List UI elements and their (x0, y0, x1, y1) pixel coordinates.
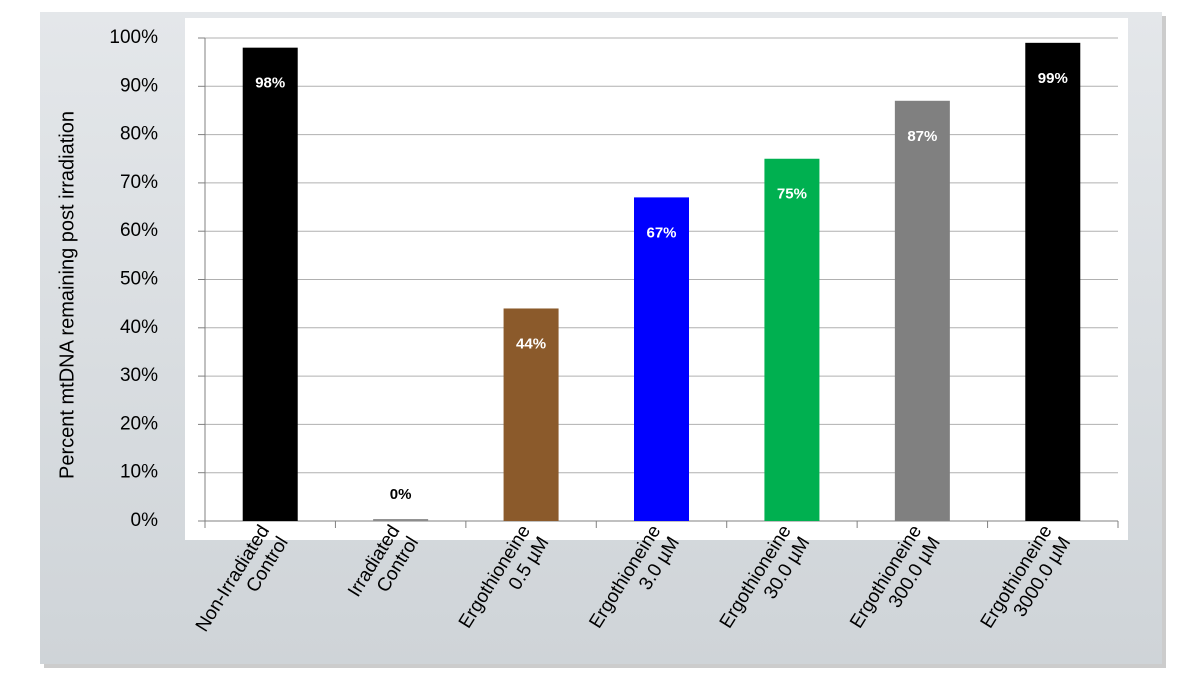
y-tick-label: 10% (120, 462, 158, 483)
value-label: 98% (255, 75, 285, 92)
y-axis-label: Percent mtDNA remaining post irradiation (56, 111, 78, 479)
y-tick-label: 20% (120, 413, 158, 434)
y-tick-label: 90% (120, 75, 158, 96)
bar (894, 100, 950, 521)
bar (242, 47, 298, 521)
y-tick-label: 30% (120, 365, 158, 386)
bar (764, 158, 820, 521)
value-label: 75% (777, 186, 807, 203)
y-tick-label: 0% (131, 510, 159, 531)
value-label: 87% (907, 128, 937, 145)
bar (503, 308, 559, 521)
y-tick-label: 60% (120, 220, 158, 241)
bar (1025, 42, 1081, 522)
value-label: 67% (646, 224, 676, 241)
y-tick-label: 80% (120, 124, 158, 145)
y-tick-label: 100% (109, 27, 158, 48)
bar (634, 197, 689, 521)
y-tick-label: 50% (120, 269, 158, 290)
y-tick-label: 40% (120, 317, 158, 338)
y-tick-label: 70% (120, 172, 158, 193)
bar (373, 519, 429, 521)
value-label: 99% (1038, 70, 1068, 87)
value-label: 0% (390, 486, 412, 503)
value-label: 44% (516, 335, 546, 352)
